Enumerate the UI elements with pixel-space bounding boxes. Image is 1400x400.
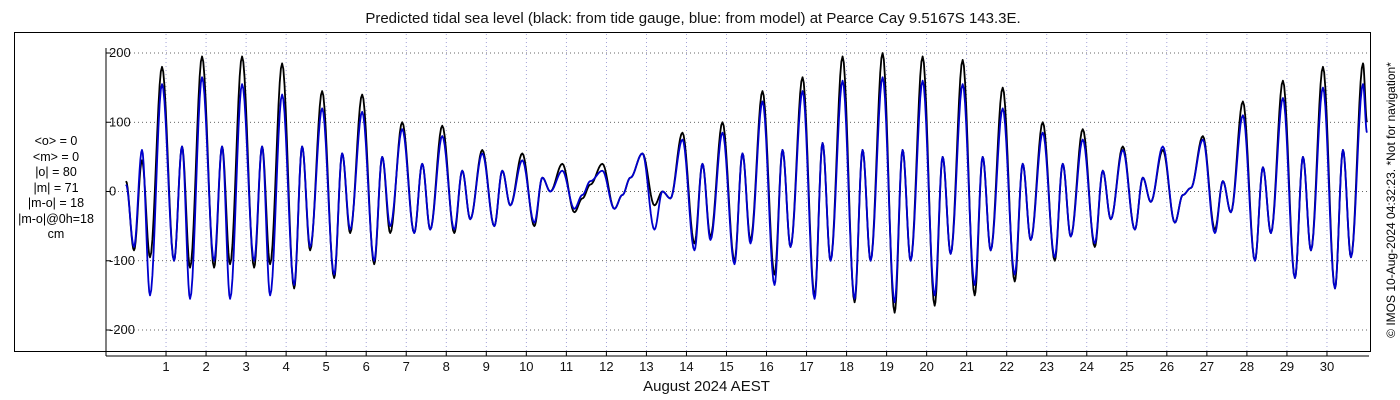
x-tick-label: 28 [1240, 359, 1254, 374]
y-tick-label: -100 [109, 253, 135, 268]
x-tick-label: 13 [639, 359, 653, 374]
x-tick-label: 23 [1040, 359, 1054, 374]
stat-mean-model: <m> = 0 [32, 149, 80, 164]
x-tick-label: 9 [483, 359, 490, 374]
stat-abs-difference: |m-o| = 18 [27, 196, 85, 210]
x-tick-label: 12 [599, 359, 613, 374]
stat-mean-observed: <o> = 0 [34, 134, 78, 148]
x-tick-label: 5 [323, 359, 330, 374]
stat-abs-model: |m| = 71 [33, 180, 79, 195]
x-tick-label: 19 [879, 359, 893, 374]
x-tick-label: 16 [759, 359, 773, 374]
stat-abs-difference-0h: |m-o|@0h=18 [18, 211, 94, 226]
chart-title: Predicted tidal sea level (black: from t… [365, 10, 1021, 27]
x-tick-label: 8 [443, 359, 450, 374]
x-tick-label: 15 [719, 359, 733, 374]
x-tick-label: 4 [283, 359, 290, 374]
series-line-tide-gauge [125, 52, 1368, 314]
x-tick-label: 30 [1320, 359, 1334, 374]
x-tick-label: 2 [202, 359, 209, 374]
x-tick-label: 14 [679, 359, 693, 374]
x-tick-label: 24 [1080, 359, 1094, 374]
statistics-panel: <o> = 0 <m> = 0 |o| = 80 |m| = 71 |m-o| … [12, 134, 100, 243]
x-tick-label: 20 [919, 359, 933, 374]
x-tick-label: 25 [1120, 359, 1134, 374]
x-tick-label: 22 [999, 359, 1013, 374]
y-tick-label: 0 [109, 184, 116, 199]
x-tick-label: 26 [1160, 359, 1174, 374]
x-tick-label: 17 [799, 359, 813, 374]
chart-frame [14, 32, 1371, 352]
y-tick-label: -200 [109, 322, 135, 337]
x-tick-label: 3 [242, 359, 249, 374]
y-tick-label: 200 [109, 45, 131, 60]
x-tick-label: 27 [1200, 359, 1214, 374]
stat-abs-observed: |o| = 80 [35, 165, 77, 179]
x-tick-label: 10 [519, 359, 533, 374]
x-tick-label: 6 [363, 359, 370, 374]
y-tick-label: 100 [109, 114, 131, 129]
stat-units: cm [47, 227, 65, 241]
x-axis-label: August 2024 AEST [643, 378, 770, 395]
x-tick-label: 11 [560, 359, 574, 374]
x-tick-label: 21 [959, 359, 973, 374]
x-tick-label: 7 [403, 359, 410, 374]
x-tick-label: 18 [839, 359, 853, 374]
series-line-model [125, 76, 1368, 304]
x-tick-label: 29 [1280, 359, 1294, 374]
x-tick-label: 1 [162, 359, 169, 374]
